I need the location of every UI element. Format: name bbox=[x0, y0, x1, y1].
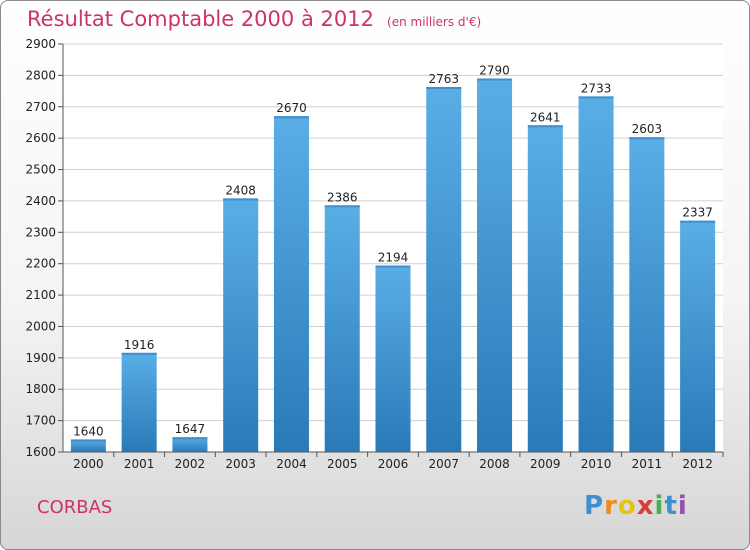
value-label-2011: 2603 bbox=[632, 122, 663, 136]
y-tick-label: 2000 bbox=[25, 319, 56, 333]
bar-2005 bbox=[324, 205, 360, 452]
logo-letter: o bbox=[617, 491, 637, 521]
x-tick-label-2003: 2003 bbox=[225, 457, 256, 471]
x-tick-label-2000: 2000 bbox=[73, 457, 104, 471]
bar-cap-2011 bbox=[629, 137, 665, 140]
bar-2002 bbox=[172, 437, 208, 452]
bar-cap-2009 bbox=[527, 125, 563, 128]
x-tick-label-2010: 2010 bbox=[581, 457, 612, 471]
value-label-2010: 2733 bbox=[581, 81, 612, 95]
x-tick-label-2007: 2007 bbox=[428, 457, 459, 471]
bar-cap-2008 bbox=[477, 78, 513, 81]
x-tick-label-2011: 2011 bbox=[632, 457, 663, 471]
bar-2003 bbox=[223, 198, 259, 452]
value-label-2012: 2337 bbox=[682, 206, 713, 220]
x-tick-label-2012: 2012 bbox=[682, 457, 713, 471]
chart-title-group: Résultat Comptable 2000 à 2012 (en milli… bbox=[27, 7, 481, 31]
x-tick-label-2002: 2002 bbox=[175, 457, 206, 471]
x-tick-label-2001: 2001 bbox=[124, 457, 155, 471]
value-label-2004: 2670 bbox=[276, 101, 307, 115]
bar-2004 bbox=[273, 116, 309, 452]
bar-cap-2007 bbox=[426, 86, 462, 89]
y-tick-label: 2400 bbox=[25, 194, 56, 208]
value-label-2008: 2790 bbox=[479, 64, 510, 78]
bars bbox=[70, 78, 716, 453]
y-tick-label: 2500 bbox=[25, 163, 56, 177]
logo-letter: P bbox=[584, 491, 605, 521]
y-tick-label: 2300 bbox=[25, 225, 56, 239]
y-tick-label: 1600 bbox=[25, 445, 56, 459]
bar-2006 bbox=[375, 265, 411, 452]
bar-cap-2006 bbox=[375, 265, 411, 268]
value-label-2007: 2763 bbox=[428, 72, 459, 86]
x-tick-label-2005: 2005 bbox=[327, 457, 358, 471]
y-tick-label: 2900 bbox=[25, 37, 56, 51]
bar-cap-2012 bbox=[680, 220, 716, 223]
y-tick-label: 2800 bbox=[25, 68, 56, 82]
logo-letter: t bbox=[664, 491, 678, 521]
bar-2009 bbox=[527, 125, 563, 452]
y-tick-label: 2100 bbox=[25, 288, 56, 302]
x-tick-label-2004: 2004 bbox=[276, 457, 307, 471]
chart-title: Résultat Comptable 2000 à 2012 bbox=[27, 7, 374, 31]
logo-letter: i bbox=[677, 491, 688, 521]
y-tick-label: 2600 bbox=[25, 131, 56, 145]
value-label-2003: 2408 bbox=[225, 183, 256, 197]
bar-cap-2000 bbox=[70, 439, 106, 442]
logo-letter: r bbox=[604, 491, 618, 521]
bar-2008 bbox=[477, 78, 513, 453]
value-label-2002: 1647 bbox=[175, 422, 206, 436]
value-label-2001: 1916 bbox=[124, 338, 155, 352]
value-label-2005: 2386 bbox=[327, 190, 358, 204]
y-tick-label: 1900 bbox=[25, 351, 56, 365]
value-label-2009: 2641 bbox=[530, 110, 561, 124]
x-tick-label-2009: 2009 bbox=[530, 457, 561, 471]
y-axis: 1600 1700 1800 1900 2000 2100 2200 2300 2400 2500… bbox=[25, 37, 64, 459]
value-label-2000: 1640 bbox=[73, 424, 104, 438]
bar-cap-2002 bbox=[172, 437, 208, 440]
proxiti-logo: Proxiti bbox=[584, 491, 688, 521]
bar-2000 bbox=[70, 439, 106, 452]
bar-2001 bbox=[121, 352, 157, 452]
chart-subtitle: (en milliers d'€) bbox=[387, 15, 482, 29]
bar-cap-2001 bbox=[121, 352, 157, 355]
y-tick-label: 1700 bbox=[25, 414, 56, 428]
bar-2010 bbox=[578, 96, 614, 453]
y-tick-label: 2700 bbox=[25, 100, 56, 114]
bar-2012 bbox=[680, 220, 716, 452]
logo-letter: x bbox=[636, 491, 655, 521]
x-tick-label-2006: 2006 bbox=[378, 457, 409, 471]
logo-letter: i bbox=[654, 491, 665, 521]
y-tick-label: 2200 bbox=[25, 257, 56, 271]
bar-cap-2005 bbox=[324, 205, 360, 208]
y-tick-label: 1800 bbox=[25, 382, 56, 396]
location-name: CORBAS bbox=[37, 497, 113, 518]
value-labels: 1640 1916 1647 2408 2670 2386 2194 2763 2790 2641… bbox=[73, 64, 713, 439]
bar-cap-2004 bbox=[273, 116, 309, 119]
bar-cap-2010 bbox=[578, 96, 614, 99]
x-tick-label-2008: 2008 bbox=[479, 457, 510, 471]
x-axis: 2000 2001 2002 2003 2004 2005 2006 2007 2008 2009… bbox=[63, 451, 724, 471]
bar-2007 bbox=[426, 86, 462, 453]
value-label-2006: 2194 bbox=[378, 251, 409, 265]
bar-cap-2003 bbox=[223, 198, 259, 201]
bar-2011 bbox=[629, 137, 665, 452]
